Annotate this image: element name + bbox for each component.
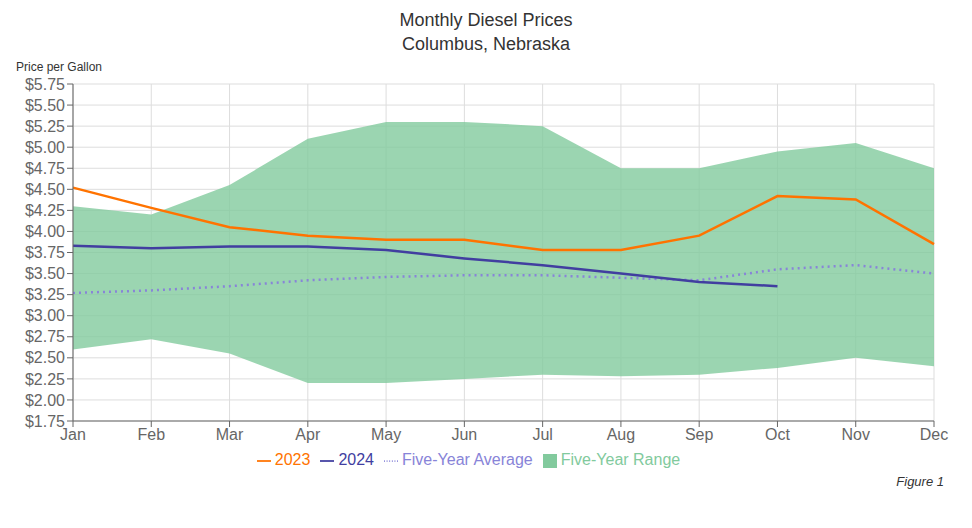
svg-text:Jun: Jun <box>451 426 477 443</box>
svg-text:$3.00: $3.00 <box>25 307 65 324</box>
svg-text:$5.50: $5.50 <box>25 97 65 114</box>
svg-text:$3.75: $3.75 <box>25 244 65 261</box>
svg-text:$4.75: $4.75 <box>25 160 65 177</box>
svg-text:Feb: Feb <box>137 426 165 443</box>
html-text:Five-Year Range: Five-Year Range <box>560 451 681 468</box>
html-text:2024: 2024 <box>338 451 374 468</box>
svg-text:Jan: Jan <box>60 426 86 444</box>
svg-text:$4.25: $4.25 <box>25 202 65 219</box>
svg-text:$2.50: $2.50 <box>25 349 65 366</box>
html-text:2023: 2023 <box>274 451 311 468</box>
html-text:Five-Year Average: Five-Year Average <box>402 451 533 468</box>
svg-text:Sep: Sep <box>685 426 714 443</box>
html-text:Price per Gallon: Price per Gallon <box>16 60 102 74</box>
svg-text:$2.00: $2.00 <box>25 392 65 409</box>
svg-text:$5.00: $5.00 <box>25 139 65 156</box>
html-text:Figure 1: Figure 1 <box>896 474 944 489</box>
svg-text:$4.50: $4.50 <box>25 181 65 198</box>
svg-text:May: May <box>371 426 401 443</box>
svg-text:Apr: Apr <box>295 426 321 443</box>
svg-text:$2.25: $2.25 <box>25 371 65 388</box>
svg-text:$5.25: $5.25 <box>25 118 65 135</box>
svg-text:$2.75: $2.75 <box>25 328 65 345</box>
svg-text:Mar: Mar <box>216 426 244 443</box>
svg-text:$1.75: $1.75 <box>25 413 65 430</box>
svg-text:Jul: Jul <box>532 426 552 443</box>
html-text:Monthly Diesel Prices: Monthly Diesel Prices <box>399 10 573 30</box>
svg-text:Nov: Nov <box>842 426 870 443</box>
svg-text:$4.00: $4.00 <box>25 223 65 240</box>
svg-text:Dec: Dec <box>920 426 948 443</box>
svg-text:$3.25: $3.25 <box>25 286 65 303</box>
svg-text:$3.50: $3.50 <box>25 265 65 282</box>
svg-text:$5.75: $5.75 <box>25 76 65 93</box>
svg-text:Aug: Aug <box>607 426 635 443</box>
html-text:Columbus, Nebraska: Columbus, Nebraska <box>402 34 570 54</box>
svg-text:Oct: Oct <box>765 426 790 443</box>
